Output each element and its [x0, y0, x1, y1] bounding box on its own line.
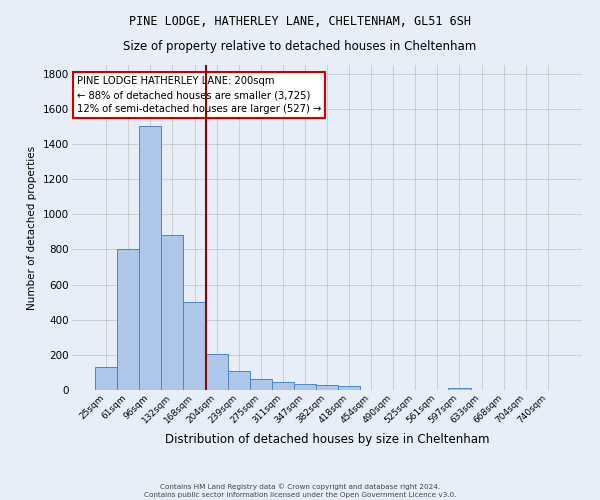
- Bar: [227, 370, 250, 390]
- Bar: [272, 382, 294, 390]
- Bar: [338, 386, 360, 390]
- Bar: [184, 302, 206, 390]
- Bar: [161, 236, 184, 390]
- Bar: [294, 384, 316, 390]
- Bar: [206, 354, 227, 390]
- Bar: [95, 367, 117, 390]
- Text: PINE LODGE, HATHERLEY LANE, CHELTENHAM, GL51 6SH: PINE LODGE, HATHERLEY LANE, CHELTENHAM, …: [129, 15, 471, 28]
- Bar: [117, 250, 139, 390]
- Bar: [316, 386, 338, 390]
- Bar: [139, 126, 161, 390]
- Text: Size of property relative to detached houses in Cheltenham: Size of property relative to detached ho…: [124, 40, 476, 53]
- Bar: [448, 388, 470, 390]
- Y-axis label: Number of detached properties: Number of detached properties: [28, 146, 37, 310]
- Text: Contains HM Land Registry data © Crown copyright and database right 2024.
Contai: Contains HM Land Registry data © Crown c…: [144, 483, 456, 498]
- Bar: [250, 378, 272, 390]
- X-axis label: Distribution of detached houses by size in Cheltenham: Distribution of detached houses by size …: [165, 433, 489, 446]
- Text: PINE LODGE HATHERLEY LANE: 200sqm
← 88% of detached houses are smaller (3,725)
1: PINE LODGE HATHERLEY LANE: 200sqm ← 88% …: [77, 76, 322, 114]
